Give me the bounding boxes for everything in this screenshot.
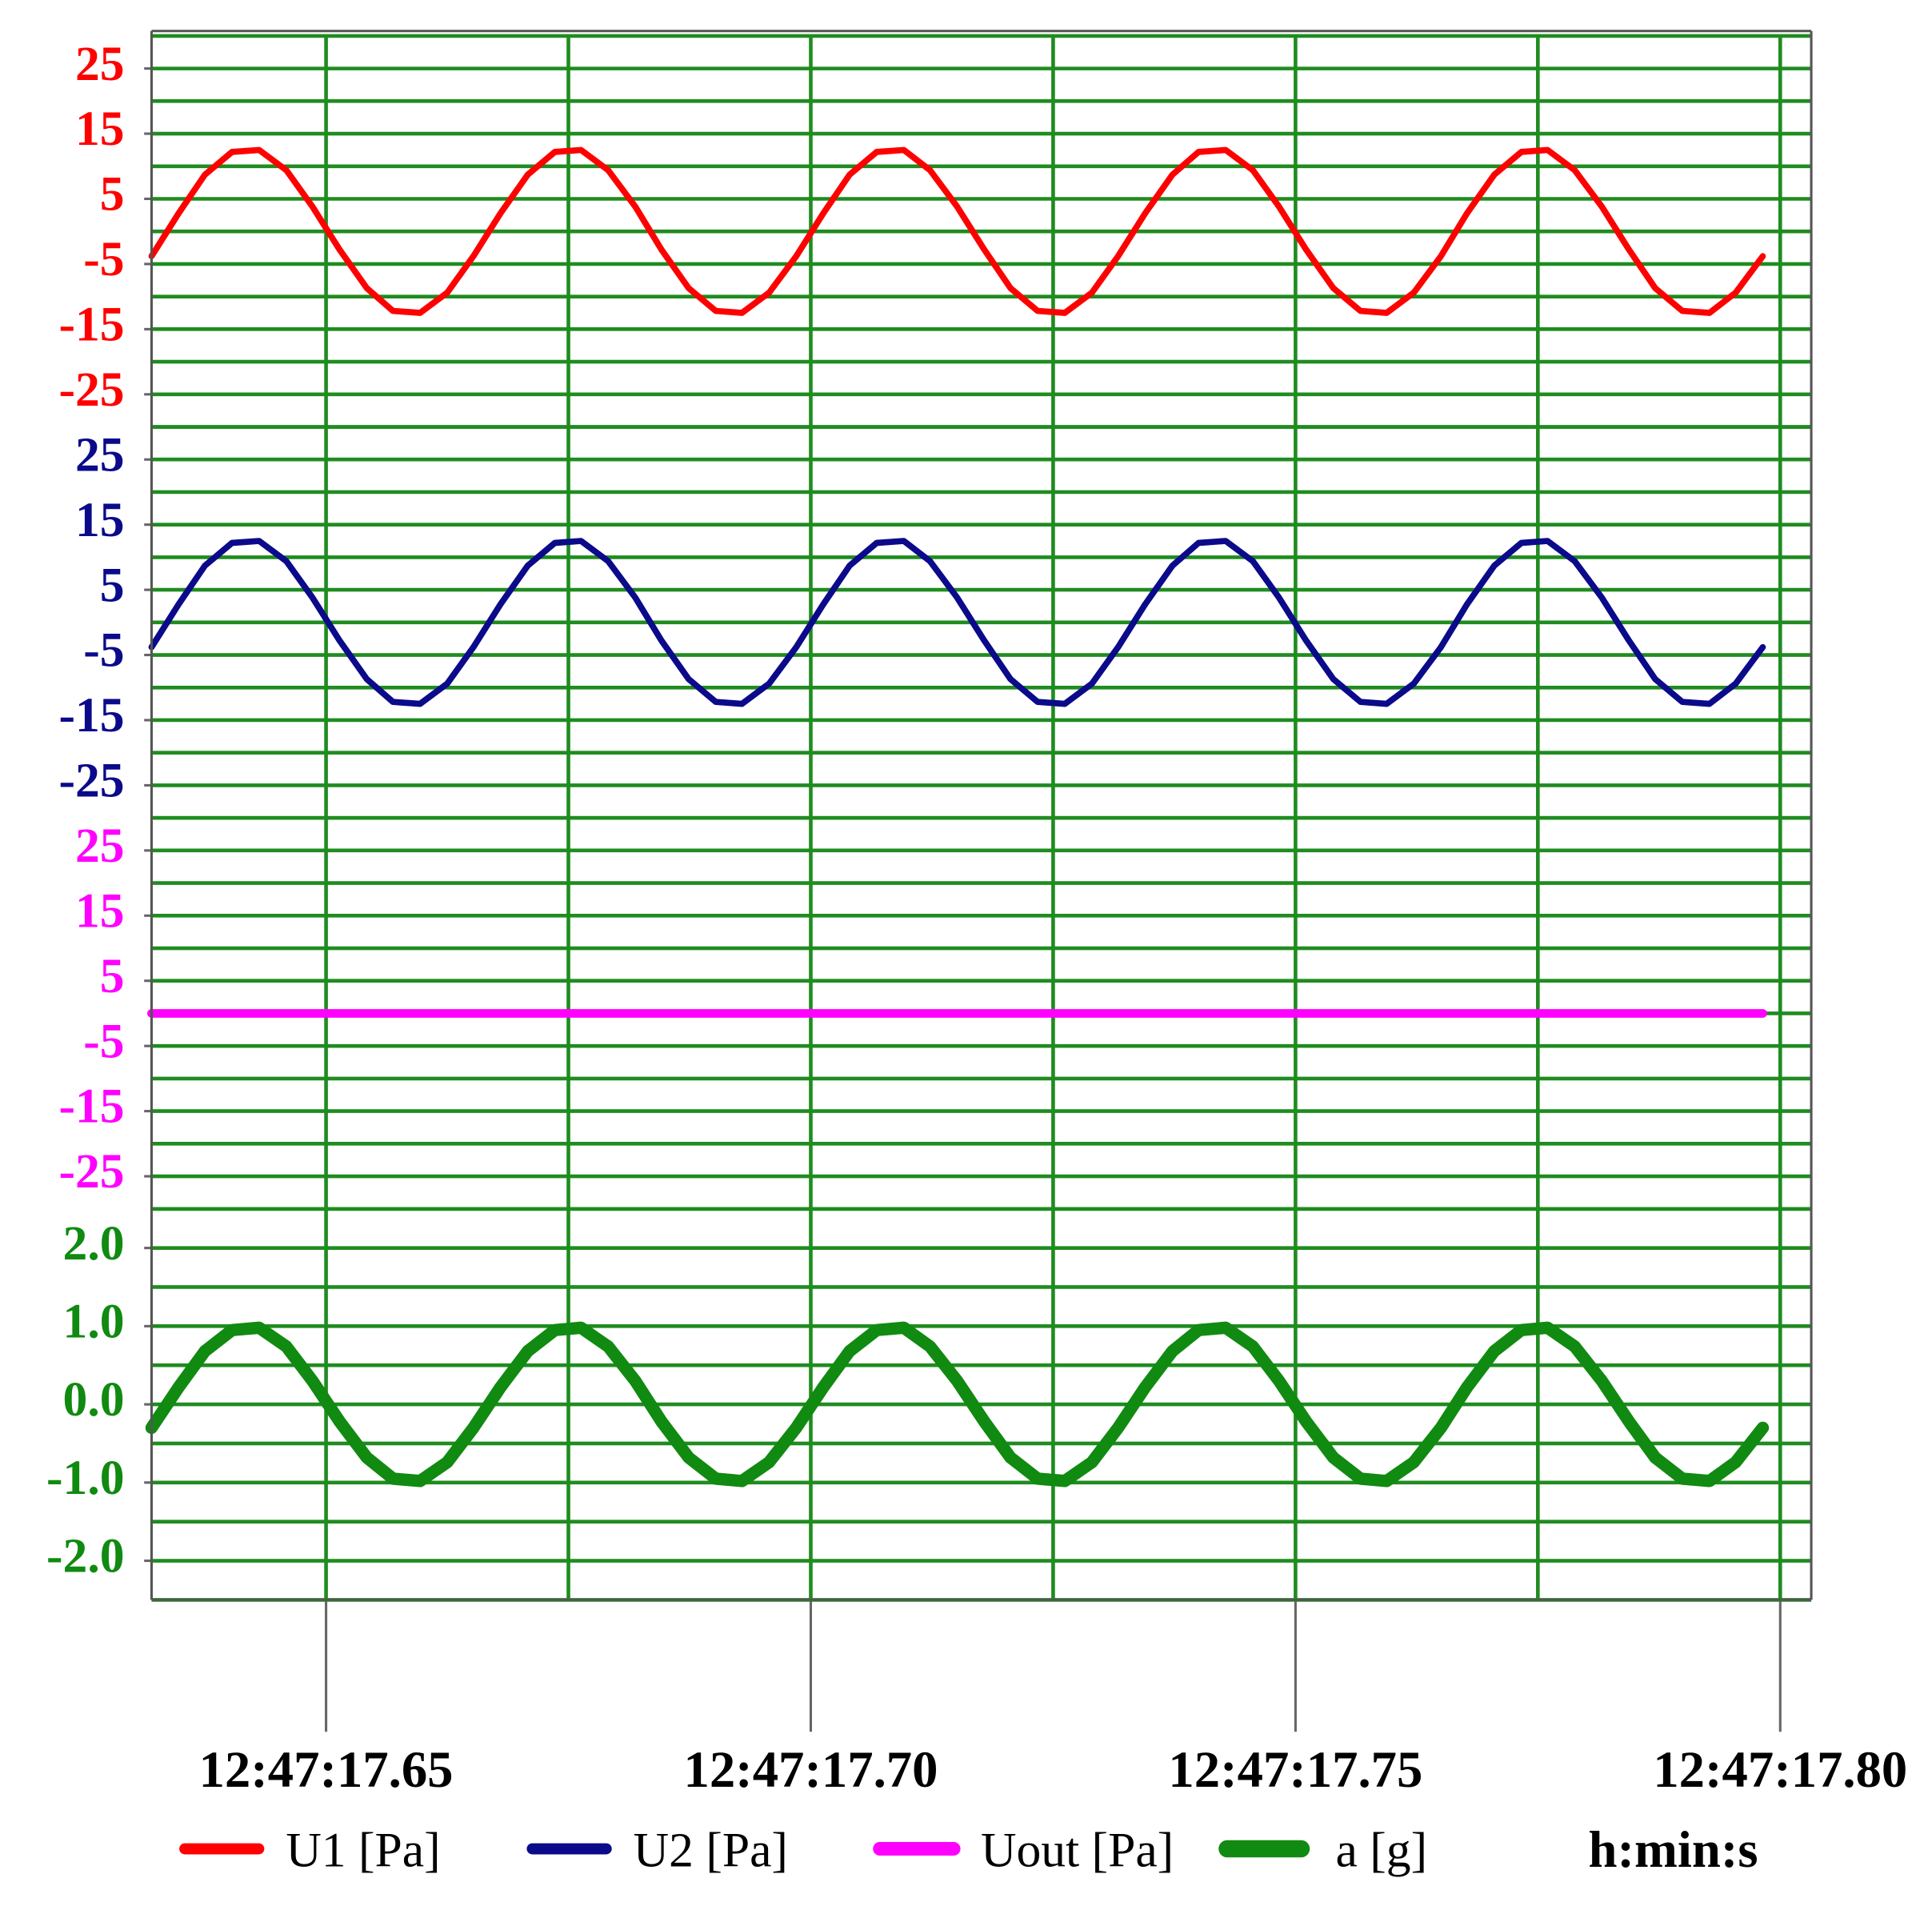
series-line [148,146,1766,316]
legend-label: U2 [Pa] [634,1823,788,1877]
y-tick-label: -15 [58,1079,124,1134]
y-tick-label: 0.0 [63,1372,125,1427]
y-tick-label: 5 [100,949,125,1003]
x-tick-label: 12:47:17.70 [684,1740,938,1798]
y-tick-label: 25 [75,37,125,91]
y-tick-label: -5 [83,232,124,286]
y-tick-label: -5 [83,623,124,678]
y-tick-label: 25 [75,427,125,482]
legend-label: a [g] [1336,1823,1428,1877]
y-tick-label: -2.0 [46,1529,125,1584]
y-tick-label: 5 [100,167,125,222]
y-tick-label: 15 [75,493,125,547]
y-tick-label: -15 [58,298,124,352]
y-tick-label: 25 [75,819,125,873]
series-line [148,538,1766,707]
y-tick-label: 15 [75,883,125,938]
y-tick-label: -25 [58,362,124,417]
x-tick-label: 12:47:17.80 [1653,1740,1907,1798]
y-tick-label: 15 [75,102,125,156]
legend-label: Uout [Pa] [981,1823,1174,1877]
y-tick-label: 1.0 [63,1294,125,1348]
series-line [145,1321,1770,1488]
y-tick-label: -25 [58,754,124,808]
y-tick-label: 2.0 [63,1216,125,1271]
y-tick-label: 5 [100,558,125,612]
y-tick-label: -1.0 [46,1451,125,1505]
y-tick-label: -5 [83,1014,124,1068]
y-tick-label: -15 [58,688,124,743]
x-tick-label: 12:47:17.65 [199,1740,454,1798]
x-tick-label: 12:47:17.75 [1168,1740,1422,1798]
y-tick-label: -25 [58,1144,124,1199]
x-axis-label: h:min:s [1589,1820,1758,1878]
legend-label: U1 [Pa] [286,1823,440,1877]
